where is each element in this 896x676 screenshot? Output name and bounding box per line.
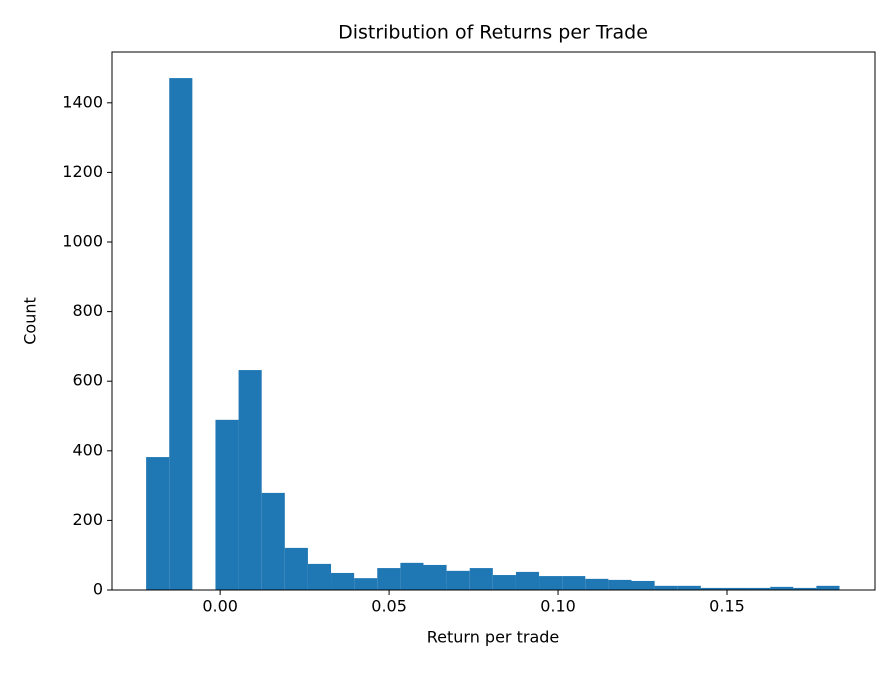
plot-frame	[111, 51, 876, 591]
bar	[377, 568, 401, 590]
y-axis-label: Count	[21, 297, 40, 345]
bar	[469, 568, 493, 590]
bar	[631, 580, 655, 590]
bar	[238, 370, 262, 590]
bar	[261, 492, 285, 590]
bar	[585, 578, 609, 590]
bar	[215, 419, 239, 590]
bar	[446, 570, 470, 590]
y-tick-label: 0	[93, 580, 103, 599]
x-tick-label: 0.00	[202, 597, 238, 616]
y-tick-label: 1200	[62, 162, 103, 181]
bar	[793, 587, 817, 590]
bar	[608, 579, 632, 590]
bar	[423, 564, 447, 590]
y-tick-label: 800	[72, 301, 103, 320]
bar	[284, 547, 308, 590]
y-tick-label: 1400	[62, 92, 103, 111]
x-axis-label: Return per trade	[427, 628, 560, 647]
bar	[747, 587, 771, 590]
bar	[770, 586, 794, 590]
bar	[515, 571, 540, 590]
bar	[677, 585, 701, 590]
x-tick-label: 0.15	[709, 597, 745, 616]
bar	[492, 575, 516, 590]
bar	[169, 78, 193, 590]
x-tick-label: 0.05	[371, 597, 407, 616]
y-tick-label: 400	[72, 440, 103, 459]
y-tick-label: 600	[72, 371, 103, 390]
bar	[562, 576, 586, 590]
bar	[539, 576, 563, 590]
y-tick-label: 1000	[62, 232, 103, 251]
bar	[331, 572, 355, 590]
bar	[307, 563, 332, 590]
x-tick-label: 0.10	[540, 597, 576, 616]
bar	[400, 562, 424, 590]
bar	[654, 585, 678, 590]
bar	[354, 578, 378, 590]
bar	[723, 587, 748, 590]
bar	[816, 585, 840, 590]
bar	[700, 587, 724, 590]
y-tick-label: 200	[72, 510, 103, 529]
bar	[146, 457, 170, 590]
chart-title: Distribution of Returns per Trade	[338, 22, 648, 44]
